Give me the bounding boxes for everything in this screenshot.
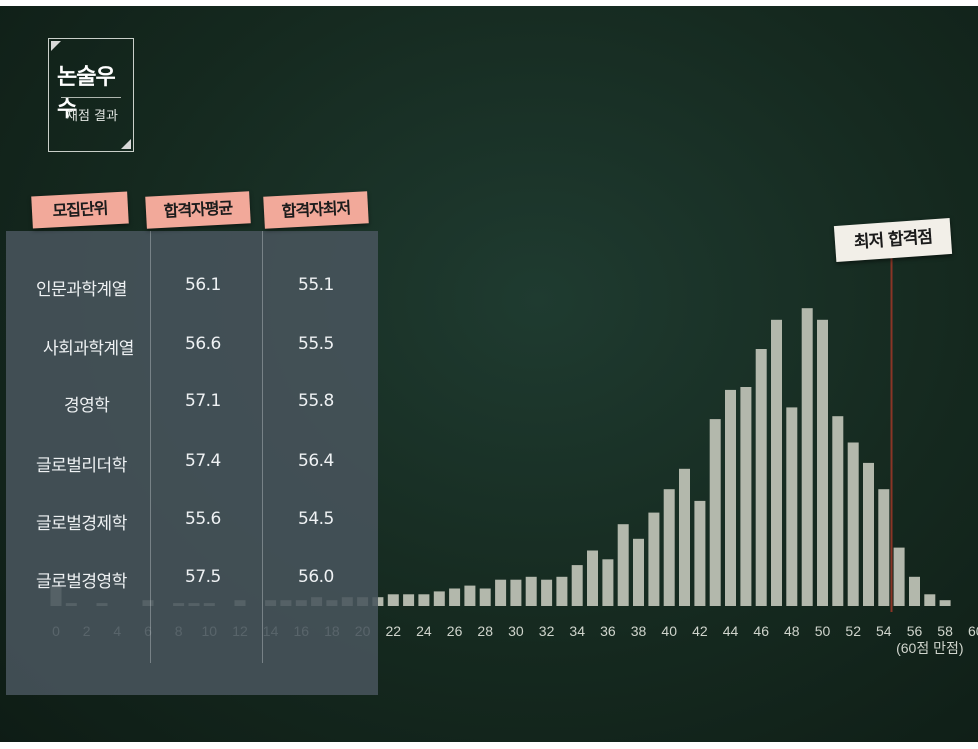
- histogram-bar: [433, 591, 445, 606]
- histogram-bar: [617, 524, 629, 606]
- histogram-bar: [495, 579, 507, 606]
- header-minimum: 합격자최저: [263, 191, 369, 229]
- table-cell-unit: 인문과학계열: [36, 280, 127, 300]
- x-tick-label: 60: [968, 623, 978, 639]
- histogram-bar: [418, 594, 430, 606]
- x-max-note: (60점 만점): [896, 640, 963, 656]
- page-subtitle: 채점 결과: [66, 109, 118, 124]
- histogram-bar: [847, 442, 859, 606]
- table-cell-minimum: 56.0: [298, 567, 334, 587]
- x-tick-label: 32: [539, 623, 555, 639]
- histogram-bar: [571, 565, 583, 606]
- x-tick-label: 48: [784, 623, 800, 639]
- header-average: 합격자평균: [145, 191, 251, 229]
- x-tick-label: 40: [661, 623, 677, 639]
- corner-decoration-icon: [51, 41, 61, 51]
- table-cell-average: 57.1: [185, 391, 221, 411]
- results-table-panel: [6, 231, 378, 695]
- x-tick-label: 36: [600, 623, 616, 639]
- bottom-border: [0, 742, 978, 749]
- x-tick-label: 24: [416, 623, 432, 639]
- x-tick-label: 54: [876, 623, 892, 639]
- x-tick-label: 46: [753, 623, 769, 639]
- histogram-bar: [893, 547, 905, 606]
- x-tick-label: 30: [508, 623, 524, 639]
- histogram-bar: [832, 416, 844, 606]
- table-cell-average: 55.6: [185, 509, 221, 529]
- histogram-bar: [449, 588, 461, 606]
- table-cell-minimum: 55.5: [298, 334, 334, 354]
- table-cell-average: 56.1: [185, 275, 221, 295]
- histogram-bar: [786, 407, 798, 606]
- histogram-bar: [541, 579, 553, 606]
- table-cell-average: 57.4: [185, 451, 221, 471]
- histogram-bar: [909, 576, 920, 606]
- table-cell-minimum: 55.1: [298, 275, 334, 295]
- histogram-bar: [510, 579, 522, 606]
- histogram-bar: [648, 512, 660, 606]
- corner-decoration-icon: [121, 139, 131, 149]
- x-tick-label: 44: [723, 623, 739, 639]
- table-cell-average: 56.6: [185, 334, 221, 354]
- header-unit: 모집단위: [31, 191, 129, 229]
- page-title: 논술우수: [57, 65, 116, 122]
- histogram-bar: [863, 462, 874, 606]
- histogram-bar: [479, 588, 491, 606]
- table-cell-minimum: 54.5: [298, 509, 334, 529]
- histogram-bar: [403, 594, 415, 606]
- x-tick-label: 26: [447, 623, 463, 639]
- table-cell-unit: 글로벌리더학: [36, 456, 127, 476]
- histogram-bar: [740, 387, 752, 606]
- x-tick-label: 38: [631, 623, 647, 639]
- table-cell-minimum: 56.4: [298, 451, 334, 471]
- histogram-bar: [801, 308, 813, 606]
- histogram-bar: [602, 559, 614, 606]
- histogram-bar: [679, 468, 690, 606]
- histogram-bar: [525, 576, 537, 606]
- x-tick-label: 28: [477, 623, 493, 639]
- table-cell-unit: 사회과학계열: [43, 339, 134, 359]
- histogram-bars: [50, 308, 951, 606]
- title-box: 논술우수 채점 결과: [48, 38, 134, 152]
- histogram-bar: [755, 349, 767, 606]
- table-cell-unit: 글로벌경영학: [36, 572, 127, 592]
- histogram-bar: [725, 389, 736, 606]
- histogram-bar: [464, 585, 476, 606]
- histogram-bar: [939, 600, 951, 606]
- x-tick-label: 50: [815, 623, 831, 639]
- table-cell-average: 57.5: [185, 567, 221, 587]
- x-tick-label: 34: [569, 623, 585, 639]
- histogram-bar: [817, 319, 828, 606]
- table-column-divider: [150, 231, 151, 663]
- table-cell-unit: 글로벌경제학: [36, 514, 127, 534]
- title-divider: [61, 97, 121, 98]
- histogram-bar: [878, 489, 890, 606]
- x-tick-label: 52: [845, 623, 861, 639]
- table-column-divider: [262, 231, 263, 663]
- histogram-bar: [663, 489, 675, 606]
- histogram-bar: [771, 319, 782, 606]
- histogram-bar: [633, 538, 644, 606]
- top-border: [0, 0, 978, 6]
- x-tick-label: 22: [386, 623, 402, 639]
- histogram-bar: [556, 576, 568, 606]
- x-tick-label: 58: [937, 623, 953, 639]
- histogram-bar: [924, 594, 936, 606]
- histogram-bar: [709, 419, 721, 606]
- x-tick-label: 56: [907, 623, 923, 639]
- histogram-bar: [387, 594, 399, 606]
- table-cell-minimum: 55.8: [298, 391, 334, 411]
- histogram-bar: [587, 550, 598, 606]
- histogram-bar: [694, 500, 706, 606]
- x-tick-label: 42: [692, 623, 708, 639]
- table-cell-unit: 경영학: [64, 396, 110, 416]
